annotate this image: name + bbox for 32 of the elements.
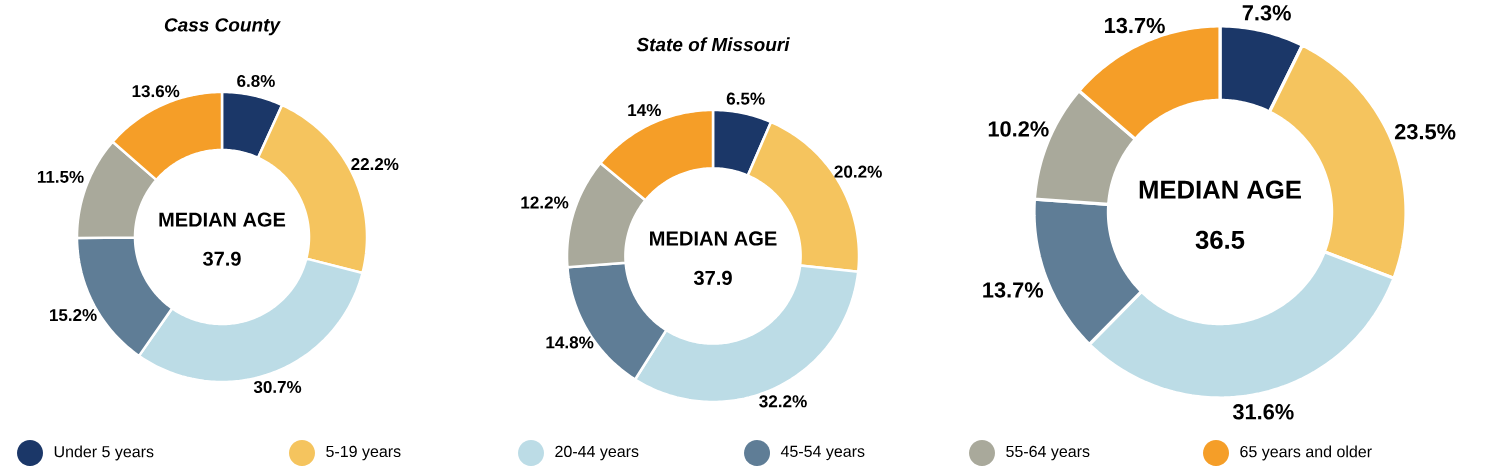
legend-label: 5-19 years (326, 445, 401, 461)
data-label: 14.8% (546, 336, 594, 349)
text: 36.5 (1195, 230, 1245, 249)
data-label: 30.7% (253, 380, 302, 394)
text: MEDIAN AGE (650, 231, 777, 246)
data-label: 22.2% (351, 158, 399, 171)
data-label: 7.3% (1242, 5, 1291, 21)
data-label: 20.2% (834, 165, 882, 178)
legend-label: 55-64 years (1006, 445, 1090, 461)
data-label: 31.6% (1232, 404, 1294, 420)
data-label: 10.2% (988, 121, 1049, 137)
data-label: 14% (628, 104, 661, 117)
text: MEDIAN AGE (1139, 180, 1301, 199)
text: 37.9 (693, 270, 732, 286)
data-label: 32.2% (759, 395, 807, 408)
legend-label: 45-54 years (780, 445, 865, 461)
legend-label: 65 years and older (1240, 445, 1372, 461)
data-label: 6.5% (726, 92, 765, 105)
chart-title: State of Missouri (636, 37, 790, 52)
data-label: 23.5% (1394, 123, 1456, 140)
chart-title: Cass County (164, 18, 281, 36)
data-label: 13.7% (1105, 17, 1165, 34)
legend-label: 20-44 years (555, 445, 639, 461)
data-label: 12.2% (521, 196, 569, 209)
data-label: 13.6% (132, 85, 180, 98)
data-label: 6.8% (237, 74, 275, 88)
data-label: 11.5% (37, 170, 84, 183)
text: MEDIAN AGE (159, 212, 286, 227)
text: 37.9 (202, 251, 241, 266)
legend-label: Under 5 years (54, 445, 154, 461)
data-label: 15.2% (50, 309, 97, 322)
data-label: 13.7% (983, 282, 1044, 298)
